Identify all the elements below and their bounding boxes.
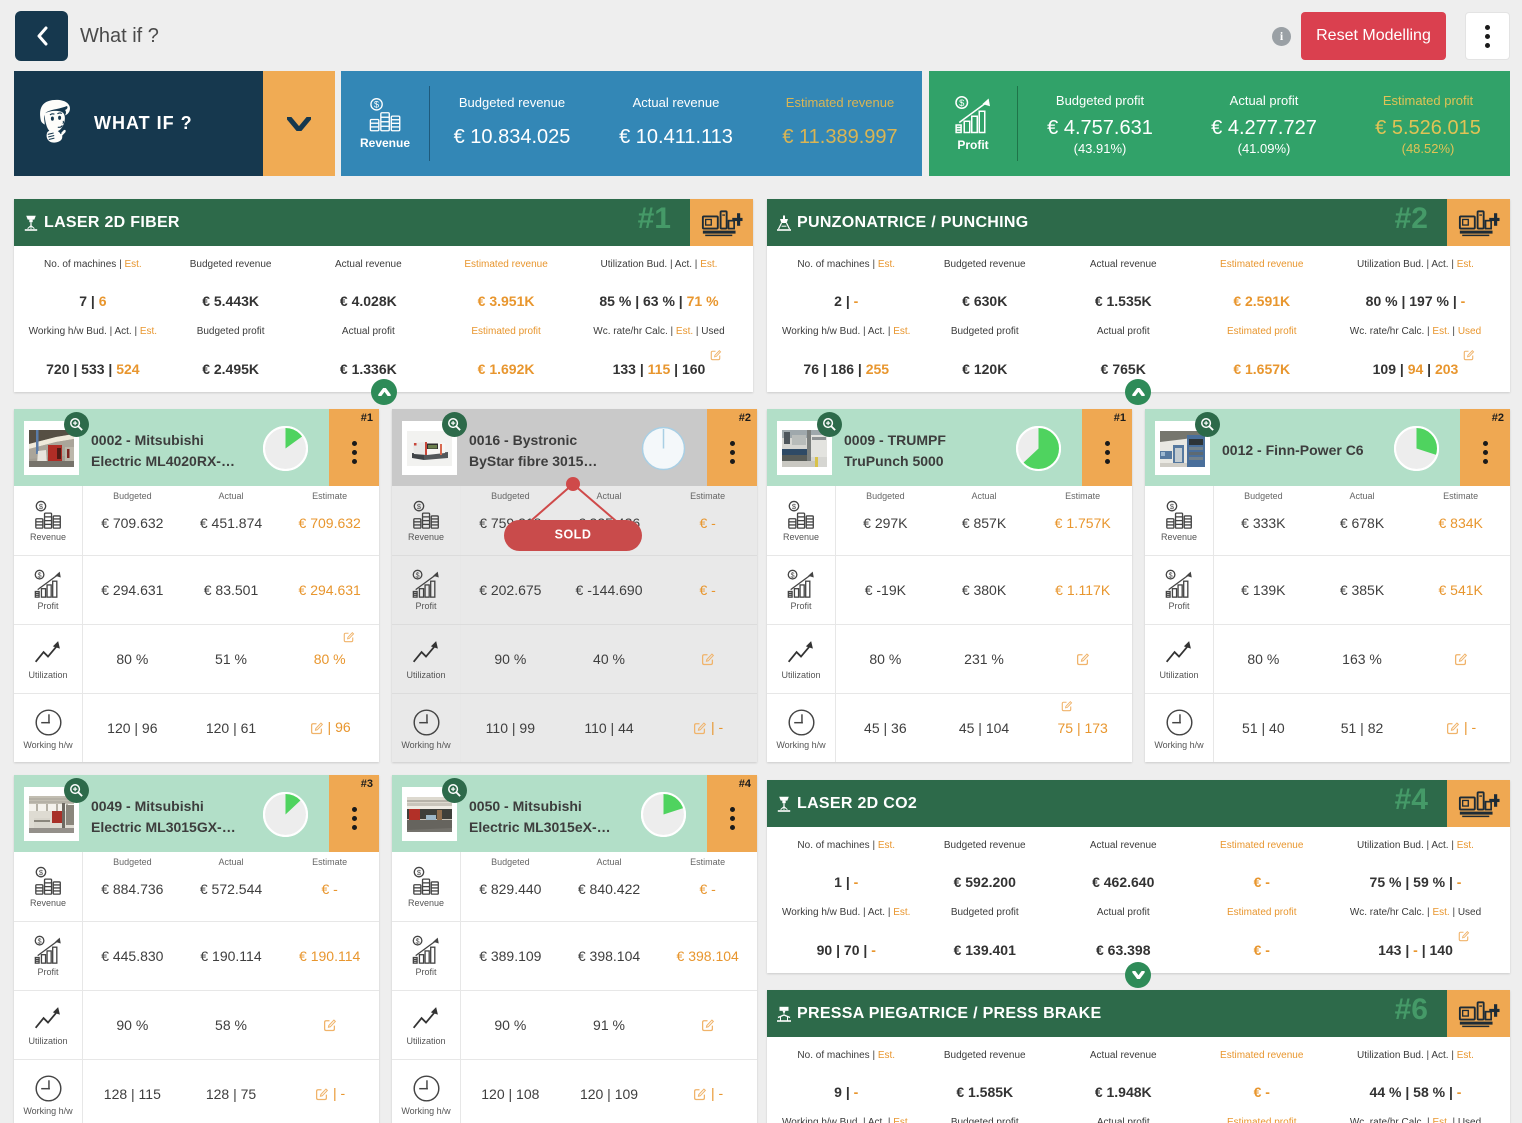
- svg-text:$: $: [417, 501, 422, 510]
- svg-text:$: $: [791, 572, 795, 579]
- svg-text:$: $: [374, 100, 379, 110]
- svg-text:$: $: [416, 938, 420, 945]
- svg-text:$: $: [417, 867, 422, 876]
- svg-text:$: $: [39, 867, 44, 876]
- svg-text:$: $: [39, 501, 44, 510]
- svg-text:$: $: [38, 938, 42, 945]
- svg-text:$: $: [792, 501, 797, 510]
- svg-text:$: $: [1169, 572, 1173, 579]
- svg-text:$: $: [959, 98, 965, 108]
- svg-text:$: $: [1170, 501, 1175, 510]
- svg-text:$: $: [416, 572, 420, 579]
- svg-text:$: $: [38, 572, 42, 579]
